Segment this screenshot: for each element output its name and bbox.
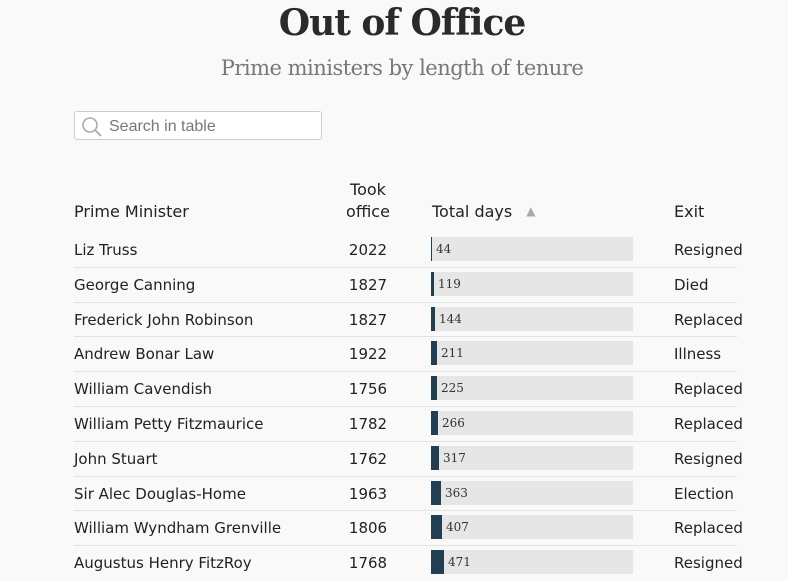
exit-reason: Resigned [674,449,743,468]
days-value: 471 [448,555,471,570]
days-bar [431,550,444,575]
days-value: 119 [438,276,461,291]
pm-name: John Stuart [74,449,158,468]
pm-name: Frederick John Robinson [74,310,254,329]
pm-name: William Cavendish [74,380,213,399]
days-value: 363 [445,485,468,500]
pm-name: George Canning [74,275,196,294]
days-bar [431,376,437,401]
exit-reason: Election [674,484,734,503]
column-header-exit[interactable]: Exit [674,202,705,221]
table-row: Frederick John Robinson 1827 144 Replace… [74,303,743,338]
page-subtitle: Prime ministers by length of tenure [220,56,584,80]
table-row: William Petty Fitzmaurice 1782 266 Repla… [74,407,743,442]
table-row: Andrew Bonar Law 1922 211 Illness [74,337,737,373]
took-office-year: 1756 [348,380,388,399]
days-value: 144 [439,311,462,326]
took-office-year: 1827 [348,275,388,294]
days-value: 266 [442,415,465,430]
pm-name: Augustus Henry FitzRoy [74,554,252,573]
triangle-up-icon: ▲ [526,204,536,218]
pm-name: William Wyndham Grenville [74,519,282,538]
days-bar [431,515,442,540]
pm-name: Sir Alec Douglas-Home [74,484,246,503]
took-office-year: 1827 [348,310,388,329]
days-value: 44 [436,242,452,256]
days-bar [431,480,441,505]
column-header-total-days[interactable]: Total days ▲ [432,202,535,221]
days-bar [431,271,434,296]
exit-reason: Resigned [674,241,743,259]
days-value: 317 [443,450,466,465]
column-header-took-office[interactable]: Took office [336,179,400,223]
days-bar-track: 317 [431,445,633,470]
days-bar-track: 407 [431,515,633,540]
exit-reason: Illness [674,345,722,364]
took-office-year: 1922 [348,345,388,364]
days-bar-track: 225 [431,376,633,401]
days-bar [431,445,439,470]
table-row: Sir Alec Douglas-Home 1963 363 Election [74,477,737,512]
search-box[interactable] [74,111,322,141]
took-office-year: 1768 [348,554,388,573]
days-value: 225 [441,381,464,396]
days-bar-track: 119 [431,271,633,296]
days-bar-track: 266 [431,410,633,435]
days-bar [431,306,435,331]
days-bar [431,341,437,366]
exit-reason: Died [674,275,709,294]
days-bar-track: 211 [431,341,633,366]
days-bar-track: 144 [431,306,633,331]
took-office-year: 1782 [348,414,388,433]
took-office-year: 2022 [348,241,388,259]
table-body: Liz Truss 2022 44 Resigned George Canning… [74,233,743,580]
pm-name: William Petty Fitzmaurice [74,414,264,433]
days-bar-track: 471 [431,550,633,575]
table-row: William Wyndham Grenville 1806 407 Repla… [74,511,743,547]
table-row: William Cavendish 1756 225 Replaced [74,372,743,407]
took-office-year: 1806 [348,519,388,538]
pm-name: Liz Truss [74,241,138,259]
exit-reason: Replaced [674,519,743,538]
took-office-year: 1762 [348,449,388,468]
pm-name: Andrew Bonar Law [74,345,215,364]
days-value: 211 [441,346,464,361]
exit-reason: Replaced [674,380,743,399]
took-line2: office [346,202,390,221]
days-bar-track: 363 [431,480,633,505]
table-row: Augustus Henry FitzRoy 1768 471 Resigned [74,546,743,580]
days-bar [431,410,438,435]
table-row: George Canning 1827 119 Died [74,268,737,303]
exit-reason: Replaced [674,414,743,433]
search-icon [82,117,102,137]
total-days-label: Total days [432,202,513,221]
table-row: John Stuart 1762 317 Resigned [74,442,743,477]
took-line1: Took [350,180,386,199]
days-bar [431,237,432,261]
days-value: 407 [446,520,469,535]
days-bar-track: 44 [431,237,633,261]
exit-reason: Replaced [674,310,743,329]
took-office-year: 1963 [348,484,388,503]
exit-reason: Resigned [674,554,743,573]
search-input[interactable] [107,112,311,141]
column-header-prime-minister[interactable]: Prime Minister [74,202,189,221]
table-row: Liz Truss 2022 44 Resigned [74,233,743,268]
page-title: Out of Office [278,2,527,44]
